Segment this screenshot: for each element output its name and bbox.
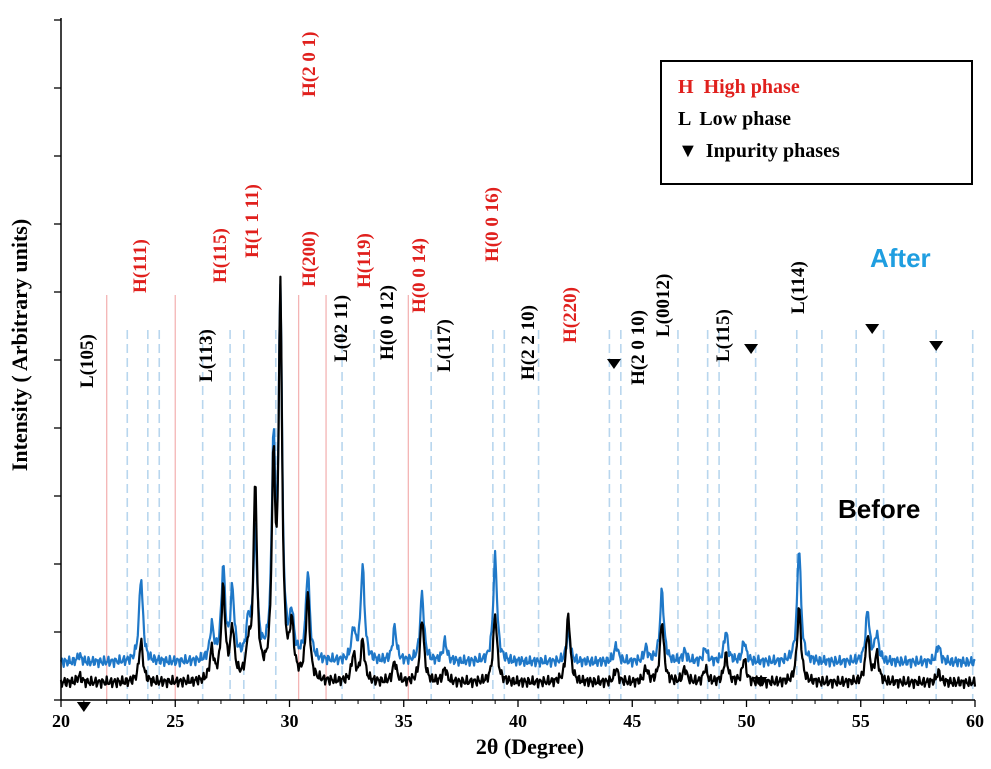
peak-label: L(0012): [653, 273, 675, 337]
x-tick-label: 50: [737, 711, 756, 731]
legend-entry-low: L Low phase: [678, 108, 791, 131]
impurity-marker: [929, 341, 944, 351]
legend-entry-impurity: ▼ Inpurity phases: [678, 140, 840, 163]
peak-label: H(2 2 10): [518, 305, 540, 380]
x-tick-label: 30: [280, 711, 299, 731]
peak-label: H(119): [353, 233, 375, 288]
impurity-marker: [606, 359, 621, 369]
peak-label: H(0 0 12): [376, 285, 398, 360]
impurity-marker: [744, 344, 759, 354]
peak-label: H(2 0 1): [299, 31, 321, 97]
impurity-marker: [753, 677, 768, 687]
x-tick-label: 40: [509, 711, 527, 731]
peak-label: L(105): [77, 334, 99, 388]
impurity-marker: [76, 702, 91, 712]
legend-text-low: Low phase: [699, 108, 792, 130]
peak-label: L(02 11): [331, 294, 353, 362]
x-tick-label: 20: [52, 711, 70, 731]
axes: [54, 18, 976, 707]
x-tick-label: 60: [966, 711, 984, 731]
impurity-marker: [865, 324, 880, 334]
peak-label: L(114): [788, 261, 810, 314]
reflection-lines: [106, 295, 974, 700]
legend-entry-high: H High phase: [678, 76, 800, 99]
series-lines: [59, 275, 977, 690]
peak-label: H(115): [209, 228, 231, 283]
legend-symbol-high: H: [678, 76, 694, 98]
series-name-after: After: [870, 243, 931, 273]
peak-label: H(0 0 14): [408, 238, 430, 313]
peak-label: H(220): [559, 287, 581, 343]
peak-label: L(115): [712, 309, 734, 362]
x-tick-label: 25: [166, 711, 185, 731]
y-axis-label: Intensity ( Arbitrary units): [7, 218, 32, 472]
peak-label: H(111): [129, 239, 151, 293]
x-tick-label: 55: [851, 711, 870, 731]
peak-label: L(113): [196, 329, 218, 382]
peak-label: H(2 0 10): [628, 310, 650, 385]
peak-label: H(0 0 16): [481, 187, 503, 262]
series-line-after: [59, 283, 976, 669]
legend-text-impurity: Inpurity phases: [705, 140, 840, 162]
x-tick-label: 45: [623, 711, 642, 731]
x-tick-label: 35: [394, 711, 413, 731]
impurity-markers: [76, 324, 944, 712]
x-axis-label: 2θ (Degree): [475, 734, 585, 759]
peak-label: H(1 1 11): [241, 184, 263, 258]
peak-label: L(117): [433, 319, 455, 372]
legend: H High phase L Low phase ▼ Inpurity phases: [660, 60, 973, 185]
legend-text-high: High phase: [703, 76, 800, 98]
triangle-icon: ▼: [678, 140, 698, 162]
peak-label: H(200): [299, 231, 321, 287]
legend-symbol-low: L: [678, 108, 692, 130]
series-name-before: Before: [838, 494, 921, 524]
series-line-before: [59, 275, 977, 690]
